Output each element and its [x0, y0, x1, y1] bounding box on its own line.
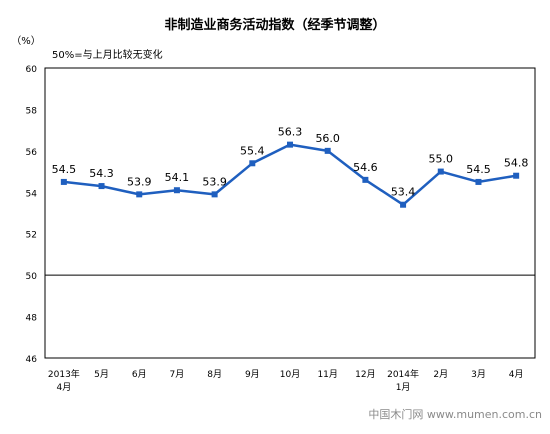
data-point [437, 168, 444, 175]
y-tick-label: 46 [26, 355, 38, 365]
data-point [211, 191, 218, 198]
data-point [400, 201, 407, 208]
x-tick-label: 9月 [245, 369, 260, 380]
y-tick-label: 52 [26, 231, 37, 241]
data-label: 54.6 [353, 161, 378, 174]
y-tick-label: 58 [26, 106, 38, 116]
x-tick-label: 4月 [56, 382, 71, 393]
data-label: 54.1 [165, 171, 190, 184]
data-label: 56.3 [278, 126, 303, 139]
x-tick-label: 8月 [207, 369, 222, 380]
data-label: 53.4 [391, 186, 416, 199]
data-label: 56.0 [315, 132, 340, 145]
data-point [513, 172, 520, 179]
data-label: 54.5 [466, 163, 491, 176]
data-point [362, 176, 369, 183]
y-tick-label: 54 [26, 189, 38, 199]
data-point [98, 183, 105, 190]
x-tick-label: 4月 [509, 369, 524, 380]
x-tick-label: 2014年 [387, 368, 419, 380]
y-tick-label: 50 [26, 272, 38, 282]
data-point [60, 178, 67, 185]
data-label: 55.4 [240, 144, 265, 157]
x-tick-label: 6月 [132, 369, 147, 380]
data-point [324, 147, 331, 154]
x-tick-label: 5月 [94, 369, 109, 380]
data-point [136, 191, 143, 198]
x-tick-label: 10月 [280, 369, 300, 380]
data-label: 54.8 [504, 157, 529, 170]
data-label: 53.9 [127, 175, 152, 188]
data-point [173, 187, 180, 194]
x-tick-label: 1月 [396, 382, 411, 393]
data-point [287, 141, 293, 148]
data-point [475, 178, 482, 185]
watermark: 中国木门网 www.mumen.com.cn [368, 407, 542, 421]
x-tick-label: 2013年 [48, 368, 80, 380]
data-label: 54.3 [89, 167, 114, 180]
data-label: 54.5 [52, 163, 77, 176]
x-tick-label: 7月 [170, 369, 185, 380]
y-tick-label: 56 [26, 148, 38, 158]
chart-title: 非制造业商务活动指数（经季节调整） [164, 17, 385, 33]
plot-frame [44, 67, 536, 359]
x-tick-label: 2月 [433, 369, 448, 380]
x-tick-label: 12月 [355, 369, 375, 380]
y-tick-label: 48 [26, 314, 38, 324]
chart-annotation: 50%=与上月比较无变化 [52, 48, 163, 61]
unit-label: （%） [11, 35, 41, 47]
data-label: 53.9 [202, 175, 227, 188]
data-label: 55.0 [429, 153, 454, 166]
data-point [249, 160, 256, 167]
y-tick-label: 60 [26, 65, 38, 75]
x-tick-label: 11月 [317, 369, 337, 380]
x-tick-label: 3月 [471, 369, 486, 380]
